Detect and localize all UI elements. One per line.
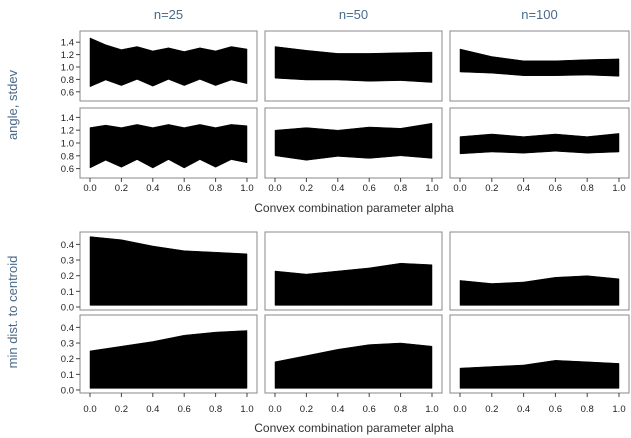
x-tick-label: 0.0 — [83, 183, 96, 194]
y-tick-label: 0.3 — [61, 339, 74, 350]
x-tick-label: 1.0 — [612, 404, 625, 415]
panel-frame-b2-r2-c2 — [264, 314, 443, 394]
column-title-1: n=25 — [154, 7, 183, 22]
x-tick-label: 0.4 — [517, 404, 530, 415]
data-band-b2-r1-c2 — [274, 262, 433, 306]
y-tick-label: 0.1 — [61, 370, 74, 381]
y-tick-label: 1.4 — [61, 38, 74, 49]
panel-frame-b1-r1-c1 — [79, 30, 258, 102]
x-tick-label: 0.4 — [146, 183, 159, 194]
x-tick-label: 0.6 — [178, 183, 191, 194]
column-title-2: n=50 — [339, 7, 368, 22]
panel-frame-b2-r1-c2 — [264, 231, 443, 311]
x-tick-label: 0.2 — [300, 183, 313, 194]
y-tick-label: 0.2 — [61, 354, 74, 365]
data-band-b1-r2-c3 — [459, 133, 620, 155]
x-tick-label: 1.0 — [240, 183, 253, 194]
panel-frame-b2-r2-c3 — [449, 314, 630, 394]
x-axis-label-2: Convex combination parameter alpha — [254, 421, 454, 435]
y-tick-label: 0.8 — [61, 75, 74, 86]
panel-frame-b2-r1-c3 — [449, 231, 630, 311]
x-tick-label: 0.6 — [363, 404, 376, 415]
data-band-b2-r2-c3 — [459, 360, 620, 389]
x-tick-label: 0.2 — [115, 404, 128, 415]
panel-frame-b1-r2-c2 — [264, 107, 443, 179]
data-band-b1-r1-c2 — [274, 46, 433, 83]
x-tick-label: 0.6 — [178, 404, 191, 415]
x-tick-label: 0.8 — [394, 183, 407, 194]
y-axis-label-1: angle, stdev — [5, 69, 20, 140]
x-tick-label: 0.2 — [485, 183, 498, 194]
data-band-b1-r2-c2 — [274, 122, 433, 161]
data-band-b2-r2-c2 — [274, 342, 433, 389]
x-tick-label: 1.0 — [425, 183, 438, 194]
x-tick-label: 1.0 — [240, 404, 253, 415]
y-tick-label: 1.0 — [61, 139, 74, 150]
x-tick-label: 0.8 — [394, 404, 407, 415]
x-tick-label: 0.6 — [549, 183, 562, 194]
y-tick-label: 0.6 — [61, 87, 74, 98]
x-tick-label: 0.2 — [300, 404, 313, 415]
data-band-b2-r2-c1 — [89, 330, 248, 389]
x-axis-label-1: Convex combination parameter alpha — [254, 201, 454, 215]
y-tick-label: 0.3 — [61, 256, 74, 267]
x-tick-label: 0.8 — [209, 183, 222, 194]
x-tick-label: 0.0 — [453, 404, 466, 415]
x-tick-label: 0.6 — [363, 183, 376, 194]
y-tick-label: 1.0 — [61, 63, 74, 74]
panel-frame-b2-r1-c1 — [79, 231, 258, 311]
x-tick-label: 0.0 — [268, 404, 281, 415]
data-band-b1-r1-c3 — [459, 48, 620, 77]
y-tick-label: 1.4 — [61, 113, 74, 124]
x-tick-label: 0.4 — [331, 183, 344, 194]
data-band-b2-r1-c1 — [89, 236, 248, 306]
y-tick-label: 1.2 — [61, 50, 74, 61]
y-tick-label: 0.0 — [61, 386, 74, 397]
y-tick-label: 0.2 — [61, 271, 74, 282]
x-tick-label: 0.0 — [453, 183, 466, 194]
x-tick-label: 1.0 — [612, 183, 625, 194]
y-axis-label-2: min dist. to centroid — [5, 256, 20, 369]
y-tick-label: 0.8 — [61, 151, 74, 162]
x-tick-label: 0.4 — [517, 183, 530, 194]
y-tick-label: 1.2 — [61, 126, 74, 137]
x-tick-label: 0.6 — [549, 404, 562, 415]
y-tick-label: 0.4 — [61, 240, 74, 251]
x-tick-label: 0.0 — [268, 183, 281, 194]
panel-frame-b2-r2-c1 — [79, 314, 258, 394]
panel-frame-b1-r2-c3 — [449, 107, 630, 179]
x-tick-label: 0.0 — [83, 404, 96, 415]
y-tick-label: 0.1 — [61, 287, 74, 298]
panel-frame-b1-r1-c2 — [264, 30, 443, 102]
x-tick-label: 0.8 — [581, 183, 594, 194]
x-tick-label: 0.4 — [146, 404, 159, 415]
column-title-3: n=100 — [521, 7, 558, 22]
x-tick-label: 0.2 — [485, 404, 498, 415]
x-tick-label: 0.8 — [581, 404, 594, 415]
x-tick-label: 0.2 — [115, 183, 128, 194]
x-tick-label: 0.4 — [331, 404, 344, 415]
x-tick-label: 0.8 — [209, 404, 222, 415]
panel-frame-b1-r1-c3 — [449, 30, 630, 102]
data-band-b1-r1-c1 — [89, 37, 248, 88]
data-band-b2-r1-c3 — [459, 275, 620, 306]
x-tick-label: 1.0 — [425, 404, 438, 415]
y-tick-label: 0.6 — [61, 164, 74, 175]
data-band-b1-r2-c1 — [89, 124, 248, 169]
y-tick-label: 0.4 — [61, 323, 74, 334]
y-tick-label: 0.0 — [61, 303, 74, 314]
